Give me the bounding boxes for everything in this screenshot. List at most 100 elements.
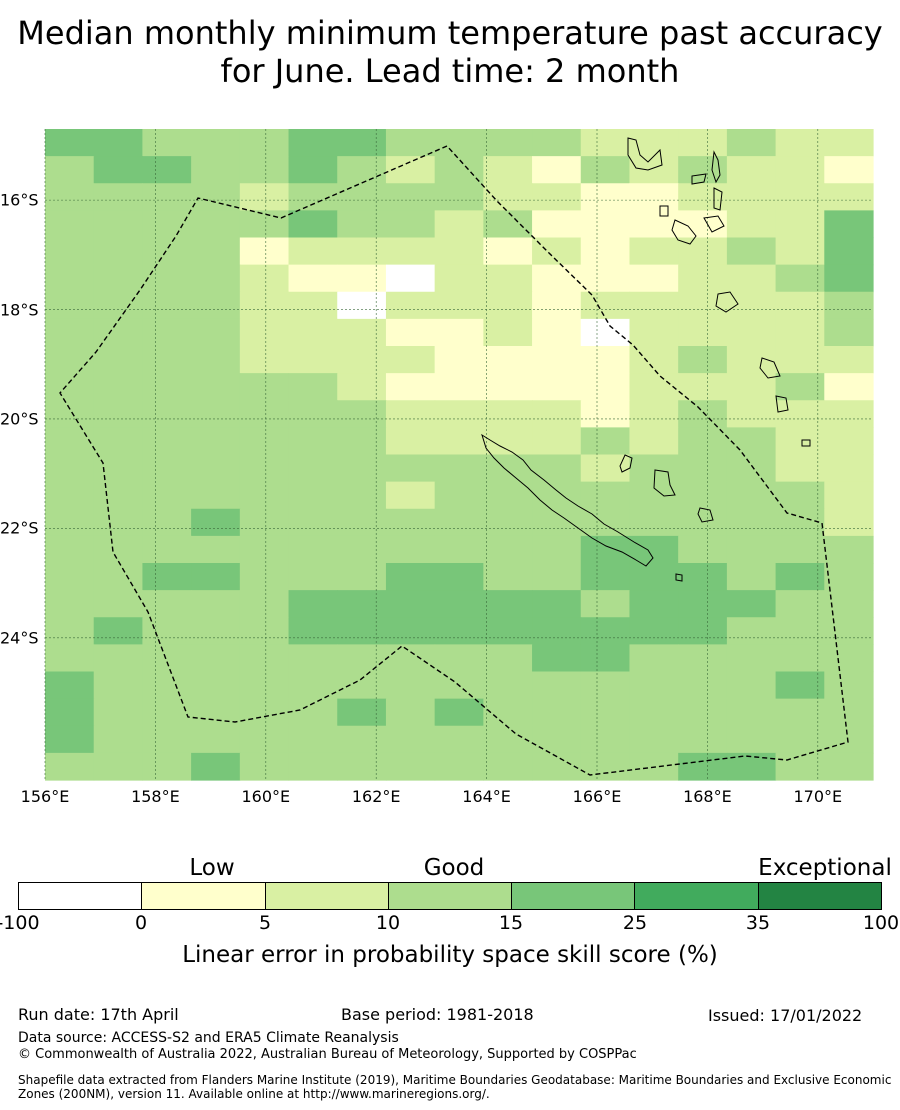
skill-cell bbox=[385, 427, 436, 456]
skill-cell bbox=[93, 183, 144, 211]
skill-cell bbox=[483, 373, 533, 401]
skill-cell bbox=[775, 183, 825, 211]
skill-cell bbox=[434, 563, 484, 591]
colorbar-segment-3 bbox=[265, 883, 389, 909]
skill-cell bbox=[434, 617, 484, 645]
skill-cell bbox=[45, 156, 95, 184]
skill-cell bbox=[483, 264, 533, 293]
skill-cell bbox=[191, 644, 241, 673]
skill-cell bbox=[93, 752, 144, 781]
skill-cell bbox=[191, 752, 241, 781]
colorbar-segment-2 bbox=[142, 883, 266, 909]
skill-cell bbox=[288, 210, 338, 239]
skill-cell bbox=[191, 183, 241, 211]
latitude-tick-label: 18°S bbox=[0, 300, 39, 320]
skill-cell bbox=[191, 237, 241, 266]
skill-cell bbox=[483, 725, 533, 754]
skill-cell bbox=[726, 129, 777, 157]
skill-cell bbox=[142, 156, 192, 184]
skill-cell bbox=[239, 264, 290, 293]
skill-cell bbox=[532, 617, 582, 645]
skill-cell bbox=[142, 508, 192, 537]
loyalty-island-3 bbox=[697, 507, 714, 523]
skill-cell bbox=[45, 237, 95, 266]
skill-cell bbox=[775, 481, 825, 510]
skill-cell bbox=[824, 535, 874, 564]
skill-cell bbox=[434, 481, 484, 510]
skill-cell bbox=[93, 481, 144, 510]
skill-cell bbox=[385, 671, 436, 700]
skill-cell bbox=[288, 318, 338, 347]
skill-cell bbox=[580, 427, 631, 456]
skill-cell bbox=[532, 318, 582, 347]
skill-cell bbox=[483, 129, 533, 157]
skill-cell bbox=[288, 291, 338, 320]
skill-cell bbox=[288, 264, 338, 293]
skill-cell bbox=[191, 373, 241, 401]
colorbar-tick: 15 bbox=[498, 912, 524, 934]
skill-cell bbox=[824, 346, 874, 374]
skill-cell bbox=[434, 698, 484, 727]
skill-cell bbox=[629, 617, 679, 645]
latitude-tick-label: 22°S bbox=[0, 518, 39, 538]
skill-cell bbox=[288, 671, 338, 700]
issued-date: Issued: 17/01/2022 bbox=[708, 1006, 863, 1025]
longitude-tick-label: 164°E bbox=[462, 787, 511, 806]
skill-cell bbox=[580, 617, 631, 645]
skill-cell bbox=[775, 617, 825, 645]
skill-cell bbox=[678, 752, 728, 781]
skill-cell bbox=[824, 752, 874, 781]
skill-cell bbox=[288, 346, 338, 374]
skill-cell bbox=[142, 590, 192, 618]
base-period: Base period: 1981-2018 bbox=[341, 1005, 534, 1024]
skill-cell bbox=[93, 725, 144, 754]
skill-cell bbox=[385, 563, 436, 591]
espiritu-santo bbox=[627, 137, 663, 171]
skill-cell bbox=[239, 725, 290, 754]
skill-cell bbox=[678, 210, 728, 239]
skill-cell bbox=[239, 454, 290, 483]
skill-cell bbox=[775, 318, 825, 347]
skill-cell bbox=[726, 183, 777, 211]
data-source: Data source: ACCESS-S2 and ERA5 Climate … bbox=[18, 1030, 399, 1046]
skill-cell bbox=[629, 129, 679, 157]
skill-cell bbox=[142, 237, 192, 266]
skill-cell bbox=[288, 156, 338, 184]
skill-cell bbox=[288, 590, 338, 618]
skill-cell bbox=[483, 617, 533, 645]
skill-cell bbox=[191, 210, 241, 239]
skill-cell bbox=[239, 671, 290, 700]
longitude-tick-label: 158°E bbox=[131, 787, 180, 806]
skill-cell bbox=[434, 590, 484, 618]
skill-cell bbox=[824, 563, 874, 591]
skill-cell bbox=[337, 156, 387, 184]
skill-cell bbox=[532, 671, 582, 700]
longitude-tick-label: 156°E bbox=[20, 787, 70, 806]
skill-cell bbox=[580, 183, 631, 211]
skill-cell bbox=[824, 156, 874, 184]
skill-cell bbox=[483, 644, 533, 673]
skill-cell bbox=[580, 590, 631, 618]
skill-cell bbox=[434, 129, 484, 157]
skill-cell bbox=[629, 427, 679, 456]
skill-cell bbox=[726, 644, 777, 673]
skill-cell bbox=[775, 346, 825, 374]
skill-cell bbox=[45, 644, 95, 673]
skill-cell bbox=[824, 725, 874, 754]
skill-cell bbox=[629, 318, 679, 347]
run-date: Run date: 17th April bbox=[18, 1005, 179, 1024]
skill-cell bbox=[191, 563, 241, 591]
skill-cell bbox=[824, 481, 874, 510]
skill-cell bbox=[93, 563, 144, 591]
skill-cell bbox=[434, 644, 484, 673]
skill-cell bbox=[93, 698, 144, 727]
skill-cell bbox=[483, 454, 533, 483]
skill-cell bbox=[726, 481, 777, 510]
skill-cell bbox=[726, 671, 777, 700]
isle-of-pines bbox=[675, 573, 683, 582]
skill-cell bbox=[337, 264, 387, 293]
skill-cell bbox=[775, 373, 825, 401]
skill-cell bbox=[45, 508, 95, 537]
skill-cell bbox=[239, 237, 290, 266]
skill-cell bbox=[45, 454, 95, 483]
